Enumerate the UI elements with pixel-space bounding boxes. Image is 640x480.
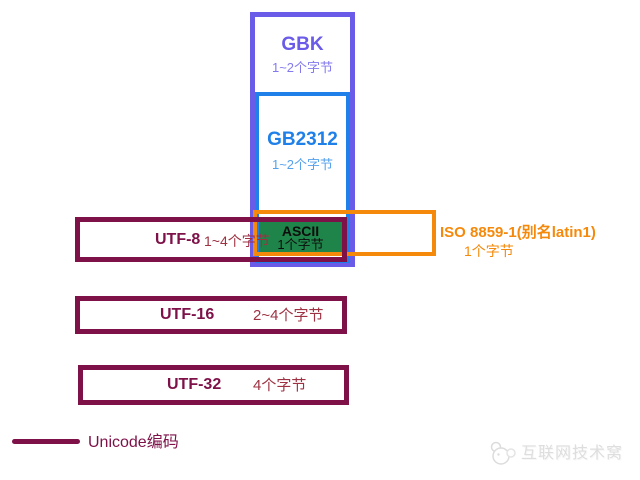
utf16-bytes: 2~4个字节 bbox=[253, 307, 324, 324]
utf16-box bbox=[75, 296, 347, 334]
gbk-label: GBK bbox=[281, 34, 324, 55]
utf32-label: UTF-32 bbox=[167, 376, 222, 393]
iso-8859-1-label: ISO 8859-1(别名latin1) bbox=[440, 224, 596, 241]
utf8-box bbox=[75, 217, 347, 262]
utf16-label: UTF-16 bbox=[160, 306, 215, 323]
unicode-legend-line bbox=[12, 439, 80, 444]
gb2312-bytes: 1~2个字节 bbox=[271, 157, 334, 172]
iso-8859-1-bytes: 1个字节 bbox=[464, 243, 514, 259]
unicode-legend-label: Unicode编码 bbox=[88, 434, 179, 451]
watermark-label: 互联网技术窝 bbox=[521, 445, 624, 462]
gbk-box bbox=[250, 12, 355, 267]
ascii-box bbox=[259, 221, 342, 252]
gbk-bytes: 1~2个字节 bbox=[271, 60, 334, 75]
utf32-bytes: 4个字节 bbox=[253, 377, 307, 394]
utf8-bytes: 1~4个字节 bbox=[204, 233, 270, 249]
gb2312-label: GB2312 bbox=[267, 129, 338, 150]
ascii-label: ASCII bbox=[281, 223, 320, 239]
ascii-bytes: 1个字节 bbox=[277, 237, 324, 252]
logo-icon bbox=[490, 441, 516, 465]
utf32-box bbox=[78, 365, 349, 405]
utf8-label: UTF-8 bbox=[155, 231, 201, 248]
